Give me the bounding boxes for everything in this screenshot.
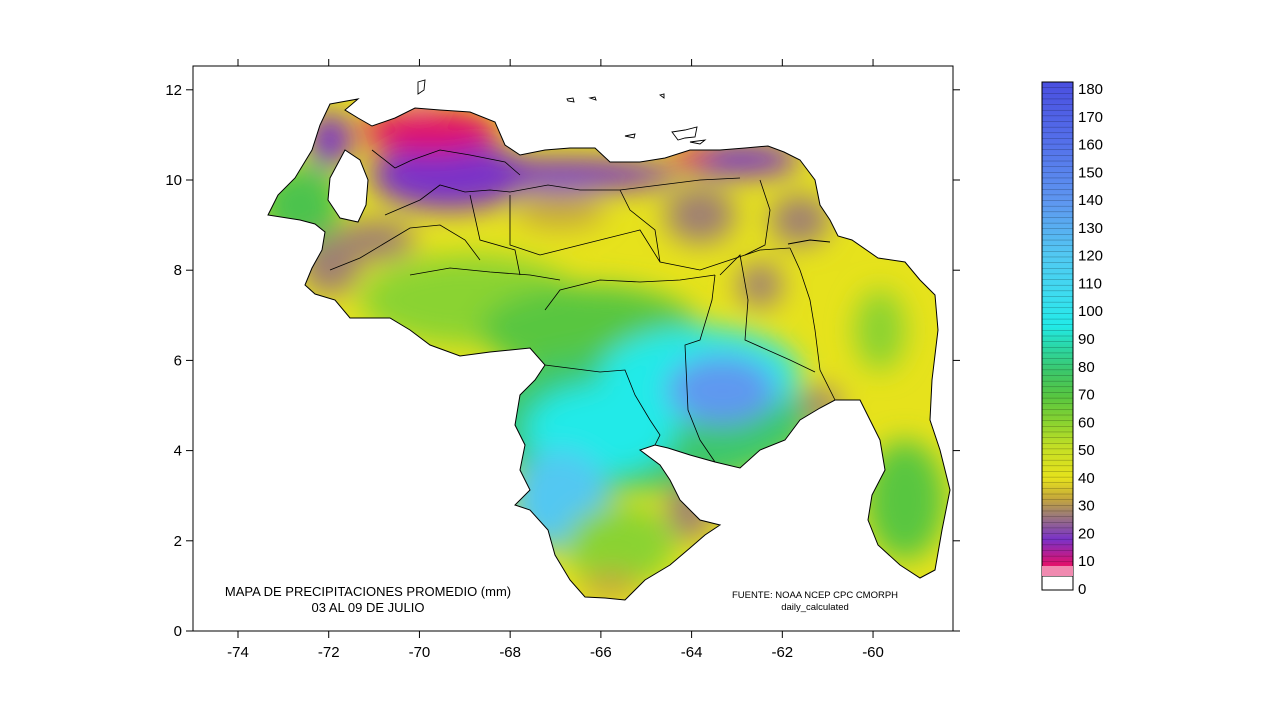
- colorbar-label: 150: [1078, 164, 1103, 181]
- colorbar-label: 100: [1078, 303, 1103, 320]
- source-line2: daily_calculated: [781, 602, 849, 613]
- boundary-falcon: [371, 149, 521, 176]
- x-tick-label: -68: [499, 644, 521, 661]
- boundary-apure-bolivar: [544, 274, 716, 311]
- island-blanquilla: [658, 93, 665, 99]
- colorbar-label: 60: [1078, 414, 1095, 431]
- colorbar-low-swatch: [1042, 566, 1073, 576]
- colorbar-labels: 1801701601501401301201101009080706050403…: [1078, 81, 1103, 598]
- colorbar-label: 110: [1078, 275, 1102, 292]
- x-tick-label: -62: [771, 644, 793, 661]
- amazonas-south-green: [565, 505, 675, 585]
- x-tick-label: -60: [862, 644, 884, 661]
- anzoategui-brown-zone: [665, 187, 735, 243]
- amazonas-tip-tan: [580, 571, 640, 599]
- x-tick-label: -74: [227, 644, 249, 661]
- x-tick-label: -64: [681, 644, 703, 661]
- map-title-line2: 03 AL 09 DE JULIO: [312, 600, 425, 615]
- colorbar-label: 180: [1078, 81, 1103, 98]
- colorbar-label: 10: [1078, 553, 1095, 570]
- lake-maracaibo: [327, 149, 369, 223]
- andes-brown-zone: [335, 220, 415, 260]
- boundary-amazonas: [544, 364, 661, 446]
- colorbar-label: 90: [1078, 331, 1095, 348]
- gulf-paria-coast: [787, 239, 831, 245]
- boundary-anzoategui: [619, 189, 661, 263]
- monagas-brown-zone: [770, 195, 830, 245]
- island-margarita: [671, 126, 698, 141]
- oriente-coast-purple: [680, 144, 800, 176]
- colorbar-label: 20: [1078, 525, 1095, 542]
- y-tick-label: 8: [174, 262, 182, 279]
- island-bonaire: [566, 97, 575, 103]
- bolivar-north-brown: [738, 263, 782, 307]
- map-title-line1: MAPA DE PRECIPITACIONES PROMEDIO (mm): [225, 584, 511, 599]
- aragua-tan-zone: [515, 192, 605, 228]
- colorbar-label: 50: [1078, 442, 1095, 459]
- y-tick-label: 10: [165, 172, 182, 189]
- state-boundaries: [329, 149, 836, 463]
- x-tick-label: -66: [590, 644, 612, 661]
- paraguana-tip: [417, 79, 426, 95]
- y-tick-label: 2: [174, 533, 182, 550]
- boundary-bolivar-west: [719, 254, 816, 373]
- colorbar-label: 170: [1078, 109, 1103, 126]
- source-line1: FUENTE: NOAA NCEP CPC CMORPH: [732, 590, 898, 601]
- colorbar-label: 130: [1078, 220, 1103, 237]
- y-tick-label: 0: [174, 623, 182, 640]
- caribbean-islands: [417, 79, 831, 245]
- colorbar-label: 0: [1078, 581, 1086, 598]
- colorbar-label: 40: [1078, 470, 1095, 487]
- island-tortuga: [624, 133, 636, 139]
- boundary-north-central: [384, 177, 741, 216]
- boundary-bolivar-central: [684, 274, 716, 463]
- colorbar-zero-swatch: [1041, 575, 1074, 591]
- y-tick-label: 4: [174, 443, 182, 460]
- colorbar-label: 160: [1078, 137, 1103, 154]
- bolivar-blue-core: [667, 355, 777, 425]
- boundary-andes: [329, 224, 481, 271]
- boundary-delta: [789, 247, 836, 401]
- x-tick-label: -70: [409, 644, 431, 661]
- boundary-llanos-north: [409, 267, 561, 281]
- x-tick-label: -72: [318, 644, 340, 661]
- colorbar: 1801701601501401301201101009080706050403…: [1041, 81, 1103, 598]
- colorbar-label: 140: [1078, 192, 1103, 209]
- y-tick-label: 12: [165, 82, 182, 99]
- central-coast-purple: [440, 159, 680, 191]
- y-tick-label: 6: [174, 352, 182, 369]
- boundary-monagas: [744, 179, 771, 256]
- colorbar-label: 30: [1078, 498, 1095, 515]
- island-coche: [689, 139, 707, 145]
- colorbar-label: 70: [1078, 387, 1095, 404]
- island-orchila: [588, 96, 597, 101]
- colorbar-label: 80: [1078, 359, 1095, 376]
- boundary-cojedes: [469, 194, 521, 276]
- falcon-magenta-zone: [360, 108, 500, 152]
- axes: -74 -72 -70 -68 -66 -64 -62 -60 0 2 4 6 8 10 12: [165, 59, 960, 661]
- country-outline: [267, 98, 951, 601]
- colorbar-label: 120: [1078, 248, 1103, 265]
- delta-green-zone: [855, 290, 905, 370]
